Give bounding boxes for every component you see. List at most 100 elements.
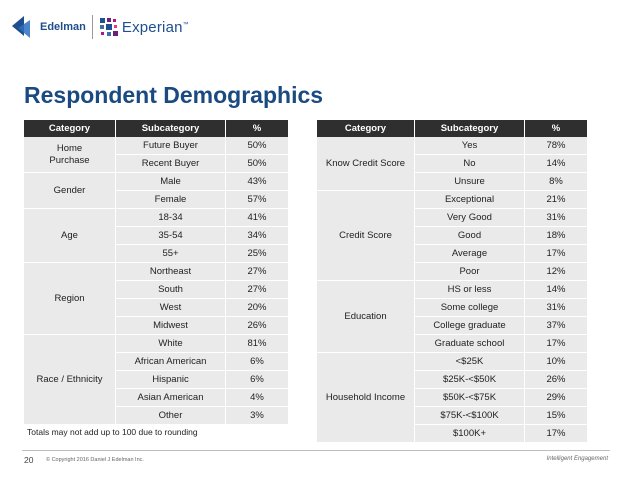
category-cell: Know Credit Score [317, 137, 415, 191]
column-header: % [226, 120, 288, 137]
percent-cell: 10% [525, 353, 587, 371]
percent-cell: 14% [525, 281, 587, 299]
page-number: 20 [24, 455, 34, 465]
logo-divider [91, 15, 93, 39]
subcategory-cell: 35-54 [116, 227, 226, 245]
subcategory-cell: No [415, 155, 525, 173]
table-row: Household Income <$25K 10% [317, 353, 587, 443]
table-row: Poor 12% [317, 263, 587, 281]
table-row: Age 18-34 41% [24, 209, 288, 263]
subcategory-cell: 18-34 [116, 209, 226, 227]
percent-cell: 43% [226, 173, 288, 191]
subcategory-cell: Recent Buyer [116, 155, 226, 173]
table-row: $75K-<$100K 15% [317, 407, 587, 425]
percent-cell: 37% [525, 317, 587, 335]
subcategory-cell: Very Good [415, 209, 525, 227]
table-row: 35-54 34% [24, 227, 288, 245]
left-demographics-table: Category Subcategory% Home Purchase Future … [24, 120, 288, 425]
subcategory-cell: Exceptional [415, 191, 525, 209]
subcategory-cell: 55+ [116, 245, 226, 263]
percent-cell: 81% [226, 335, 288, 353]
table-row: Good 18% [317, 227, 587, 245]
percent-cell: 41% [226, 209, 288, 227]
category-cell: Home Purchase [24, 137, 116, 173]
category-cell: Gender [24, 173, 116, 209]
subcategory-cell: Yes [415, 137, 525, 155]
table-row: Graduate school 17% [317, 335, 587, 353]
percent-cell: 3% [226, 407, 288, 425]
table-row: Some college 31% [317, 299, 587, 317]
column-header: Subcategory [116, 120, 226, 137]
table-row: Education HS or less 14% [317, 281, 587, 353]
percent-cell: 6% [226, 371, 288, 389]
subcategory-cell: Graduate school [415, 335, 525, 353]
table-row: $50K-<$75K 29% [317, 389, 587, 407]
edelman-logo-text: Edelman [40, 21, 86, 33]
edelman-logo-icon [10, 14, 36, 40]
table-row: 55+ 25% [24, 245, 288, 263]
copyright-text: © Copyright 2016 Daniel J Edelman Inc. [46, 457, 144, 463]
category-cell: Region [24, 263, 116, 335]
table-row: $100K+ 17% [317, 425, 587, 443]
tagline-text: Intelligent Engagement [546, 456, 608, 462]
subcategory-cell: Some college [415, 299, 525, 317]
percent-cell: 17% [525, 245, 587, 263]
table-row: Midwest 26% [24, 317, 288, 335]
percent-cell: 8% [525, 173, 587, 191]
table-row: Region Northeast 27% [24, 263, 288, 335]
table-header-row: Category Subcategory% [317, 120, 587, 137]
percent-cell: 15% [525, 407, 587, 425]
percent-cell: 20% [226, 299, 288, 317]
column-header: Category [24, 120, 116, 137]
subcategory-cell: Poor [415, 263, 525, 281]
percent-cell: 4% [226, 389, 288, 407]
table-row: Female 57% [24, 191, 288, 209]
subcategory-cell: HS or less [415, 281, 525, 299]
table-row: Average 17% [317, 245, 587, 263]
subcategory-cell: Asian American [116, 389, 226, 407]
subcategory-cell: Average [415, 245, 525, 263]
column-header: Category [317, 120, 415, 137]
percent-cell: 14% [525, 155, 587, 173]
subcategory-cell: Future Buyer [116, 137, 226, 155]
table-row: Credit Score Exceptional 21% [317, 191, 587, 281]
percent-cell: 26% [525, 371, 587, 389]
percent-cell: 31% [525, 209, 587, 227]
right-demographics-table: Category Subcategory% Know Credit Score Ye… [317, 120, 587, 443]
table-row: College graduate 37% [317, 317, 587, 335]
footer-divider [22, 450, 610, 451]
subcategory-cell: Female [116, 191, 226, 209]
logo-bar: Edelman Experian™ [10, 10, 189, 44]
subcategory-cell: Male [116, 173, 226, 191]
subcategory-cell: White [116, 335, 226, 353]
rounding-note: Totals may not add up to 100 due to roun… [27, 427, 198, 437]
table-row: Very Good 31% [317, 209, 587, 227]
subcategory-cell: Northeast [116, 263, 226, 281]
table-row: Know Credit Score Yes 78% [317, 137, 587, 191]
subcategory-cell: Unsure [415, 173, 525, 191]
percent-cell: 50% [226, 155, 288, 173]
experian-logo-text: Experian™ [121, 18, 189, 36]
category-cell: Credit Score [317, 191, 415, 281]
table-row: Asian American 4% [24, 389, 288, 407]
percent-cell: 31% [525, 299, 587, 317]
category-cell: Household Income [317, 353, 415, 443]
percent-cell: 27% [226, 281, 288, 299]
subcategory-cell: Other [116, 407, 226, 425]
subcategory-cell: $100K+ [415, 425, 525, 443]
table-header-row: Category Subcategory% [24, 120, 288, 137]
page-title: Respondent Demographics [24, 82, 324, 108]
column-header: % [525, 120, 587, 137]
percent-cell: 78% [525, 137, 587, 155]
table-row: Hispanic 6% [24, 371, 288, 389]
percent-cell: 50% [226, 137, 288, 155]
percent-cell: 34% [226, 227, 288, 245]
subcategory-cell: <$25K [415, 353, 525, 371]
table-row: Unsure 8% [317, 173, 587, 191]
category-cell: Race / Ethnicity [24, 335, 116, 425]
table-row: No 14% [317, 155, 587, 173]
percent-cell: 17% [525, 335, 587, 353]
percent-cell: 57% [226, 191, 288, 209]
table-row: Race / Ethnicity White 81% [24, 335, 288, 425]
table-row: Home Purchase Future Buyer 50% [24, 137, 288, 173]
